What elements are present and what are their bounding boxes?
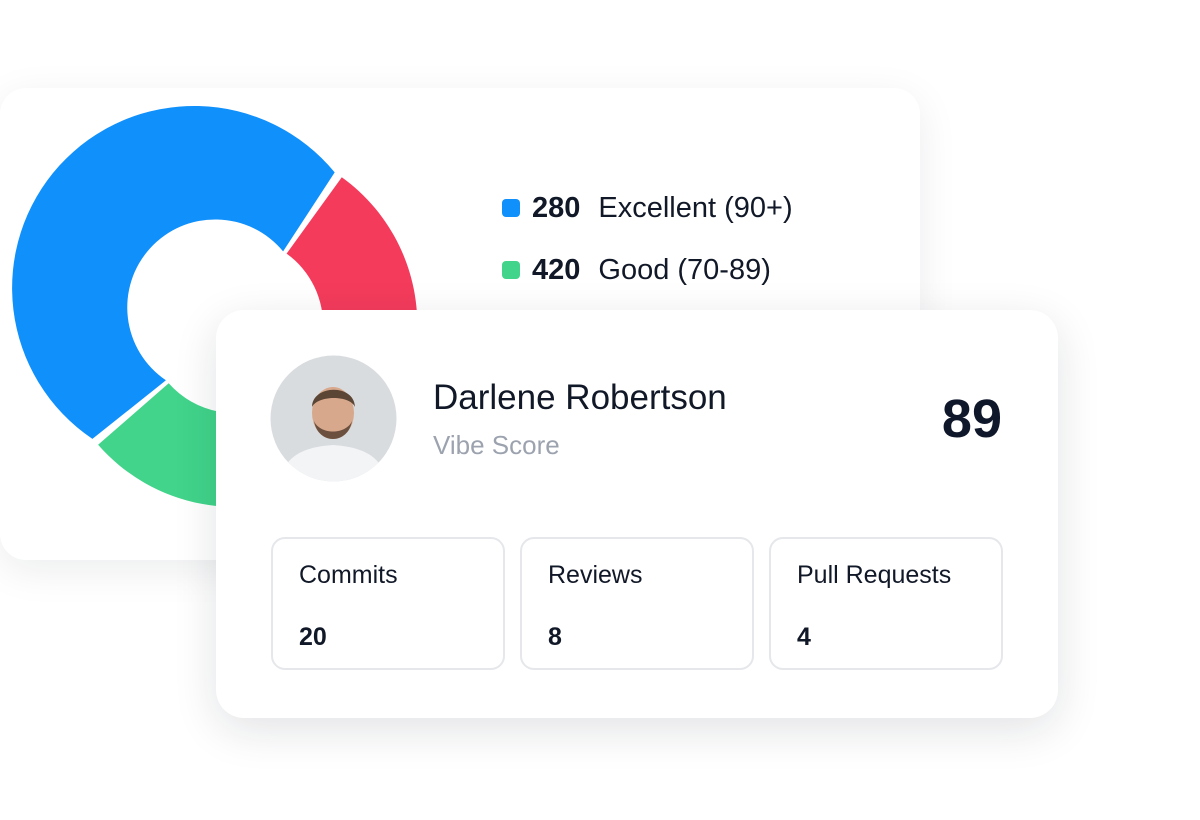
profile-name: Darlene Robertson xyxy=(433,378,727,417)
avatar xyxy=(270,355,397,482)
legend-label: Excellent (90+) xyxy=(598,191,793,224)
legend-swatch xyxy=(502,261,520,279)
legend-item: 420 Good (70-89) xyxy=(502,250,771,290)
stat-label: Commits xyxy=(299,561,398,589)
stat-card: Commits 20 xyxy=(271,537,505,670)
profile-score: 89 xyxy=(941,389,1002,449)
legend-value: 420 xyxy=(532,253,581,286)
stat-value: 4 xyxy=(797,623,811,651)
legend-item: 280 Excellent (90+) xyxy=(502,188,793,228)
donut-segment-excellent xyxy=(12,105,335,439)
legend-value: 280 xyxy=(532,191,581,224)
stat-card: Reviews 8 xyxy=(520,537,754,670)
stat-label: Pull Requests xyxy=(797,561,952,589)
stat-card: Pull Requests 4 xyxy=(769,537,1003,670)
legend-label: Good (70-89) xyxy=(598,253,771,286)
stat-value: 20 xyxy=(299,623,327,651)
stat-label: Reviews xyxy=(548,561,643,589)
legend-swatch xyxy=(502,199,520,217)
stat-value: 8 xyxy=(548,623,562,651)
profile-subtitle: Vibe Score xyxy=(433,430,560,460)
